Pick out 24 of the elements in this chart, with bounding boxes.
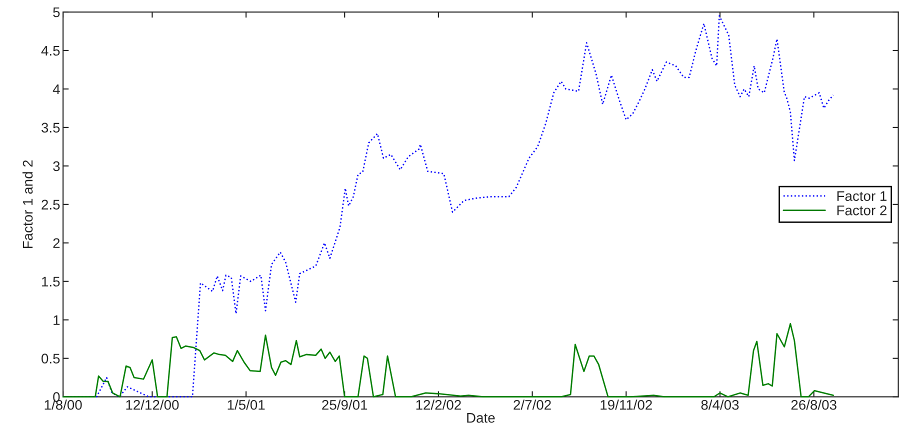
x-axis-title: Date [467, 413, 495, 423]
y-tick-label: 5 [53, 7, 60, 18]
y-tick-label: 1 [54, 315, 60, 325]
legend-label: Factor 2 [837, 205, 886, 216]
y-tick-label: 3.5 [42, 122, 60, 133]
legend-label: Factor 1 [837, 191, 887, 201]
y-tick-label: 2 [53, 238, 60, 248]
x-tick-label: 2/7/02 [514, 400, 551, 410]
y-tick-label: 4 [52, 84, 60, 94]
x-tick-label: 25/9/01 [322, 400, 368, 410]
x-tick-label: 19/11/02 [600, 400, 652, 410]
x-tick-label: 1/5/01 [228, 400, 265, 410]
y-axis-title: Factor 1 and 2 [22, 160, 33, 248]
x-tick-label: 1/8/00 [44, 400, 82, 410]
y-tick-label: 0.5 [42, 354, 60, 364]
x-tick-label: 26/8/03 [791, 400, 836, 410]
y-tick-label: 3 [53, 161, 60, 172]
y-tick-label: 4.5 [41, 46, 60, 56]
x-tick-label: 8/4/03 [701, 400, 739, 410]
y-tick-label: 1.5 [42, 276, 60, 287]
x-tick-label: 12/12/00 [126, 400, 179, 410]
x-tick-label: 12/2/02 [416, 400, 461, 410]
y-tick-label: 2.5 [42, 200, 60, 210]
line-series [62, 323, 834, 398]
